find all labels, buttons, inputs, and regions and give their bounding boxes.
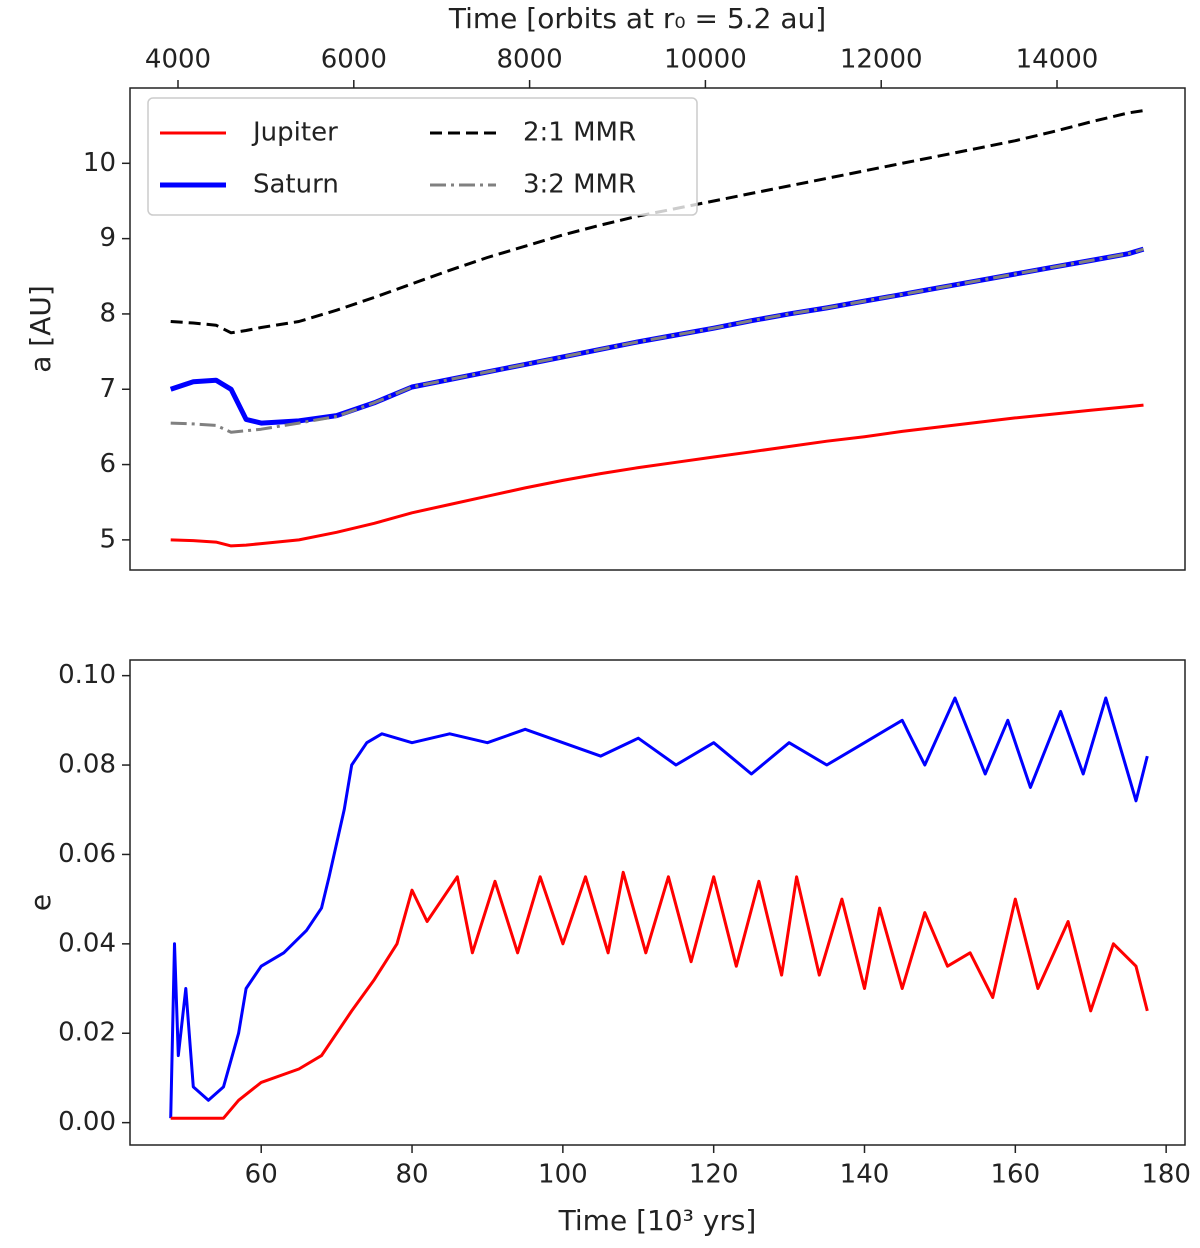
y-tick-label: 0.02 xyxy=(58,1018,116,1048)
x-tick-label: 60 xyxy=(245,1160,278,1190)
series-line xyxy=(169,696,1149,1119)
legend-box xyxy=(147,97,698,216)
x-tick-label: 100 xyxy=(538,1160,588,1190)
legend-label: Jupiter xyxy=(251,118,338,148)
x2-tick-label: 4000 xyxy=(145,45,211,75)
x-tick-label: 80 xyxy=(395,1160,428,1190)
x2-tick-label: 14000 xyxy=(1016,45,1099,75)
y-tick-label: 0.00 xyxy=(58,1107,116,1137)
x-axis-title: Time [orbits at r₀ = 5.2 au] xyxy=(448,2,826,35)
x-axis-title: Time [10³ yrs] xyxy=(558,1204,757,1237)
series-line xyxy=(170,403,1144,548)
y-tick-label: 0.10 xyxy=(58,660,116,690)
legend-label: Saturn xyxy=(253,170,339,200)
y-tick-label: 6 xyxy=(99,449,116,479)
y-axis-title: e xyxy=(24,894,57,911)
series-line xyxy=(170,109,1144,335)
series-line xyxy=(170,870,1149,1120)
y-axis-title: a [AU] xyxy=(24,285,57,373)
plot-frame xyxy=(129,659,1186,1146)
y-tick-label: 5 xyxy=(99,524,116,554)
x2-tick-label: 6000 xyxy=(321,45,387,75)
plot-frame xyxy=(129,87,1186,571)
y-tick-label: 0.08 xyxy=(58,750,116,780)
y-tick-label: 8 xyxy=(99,298,116,328)
x-tick-label: 140 xyxy=(840,1160,890,1190)
legend-label: 3:2 MMR xyxy=(523,170,636,200)
x2-tick-label: 10000 xyxy=(664,45,747,75)
series-line xyxy=(170,247,1144,434)
x-tick-label: 160 xyxy=(991,1160,1041,1190)
x-tick-label: 120 xyxy=(689,1160,739,1190)
x2-tick-label: 8000 xyxy=(497,45,563,75)
y-tick-label: 0.04 xyxy=(58,928,116,958)
y-tick-label: 10 xyxy=(83,148,116,178)
x-tick-label: 180 xyxy=(1141,1160,1191,1190)
legend-label: 2:1 MMR xyxy=(523,118,636,148)
x2-tick-label: 12000 xyxy=(840,45,923,75)
y-tick-label: 9 xyxy=(99,223,116,253)
y-tick-label: 7 xyxy=(99,374,116,404)
series-line xyxy=(169,246,1145,426)
y-tick-label: 0.06 xyxy=(58,839,116,869)
